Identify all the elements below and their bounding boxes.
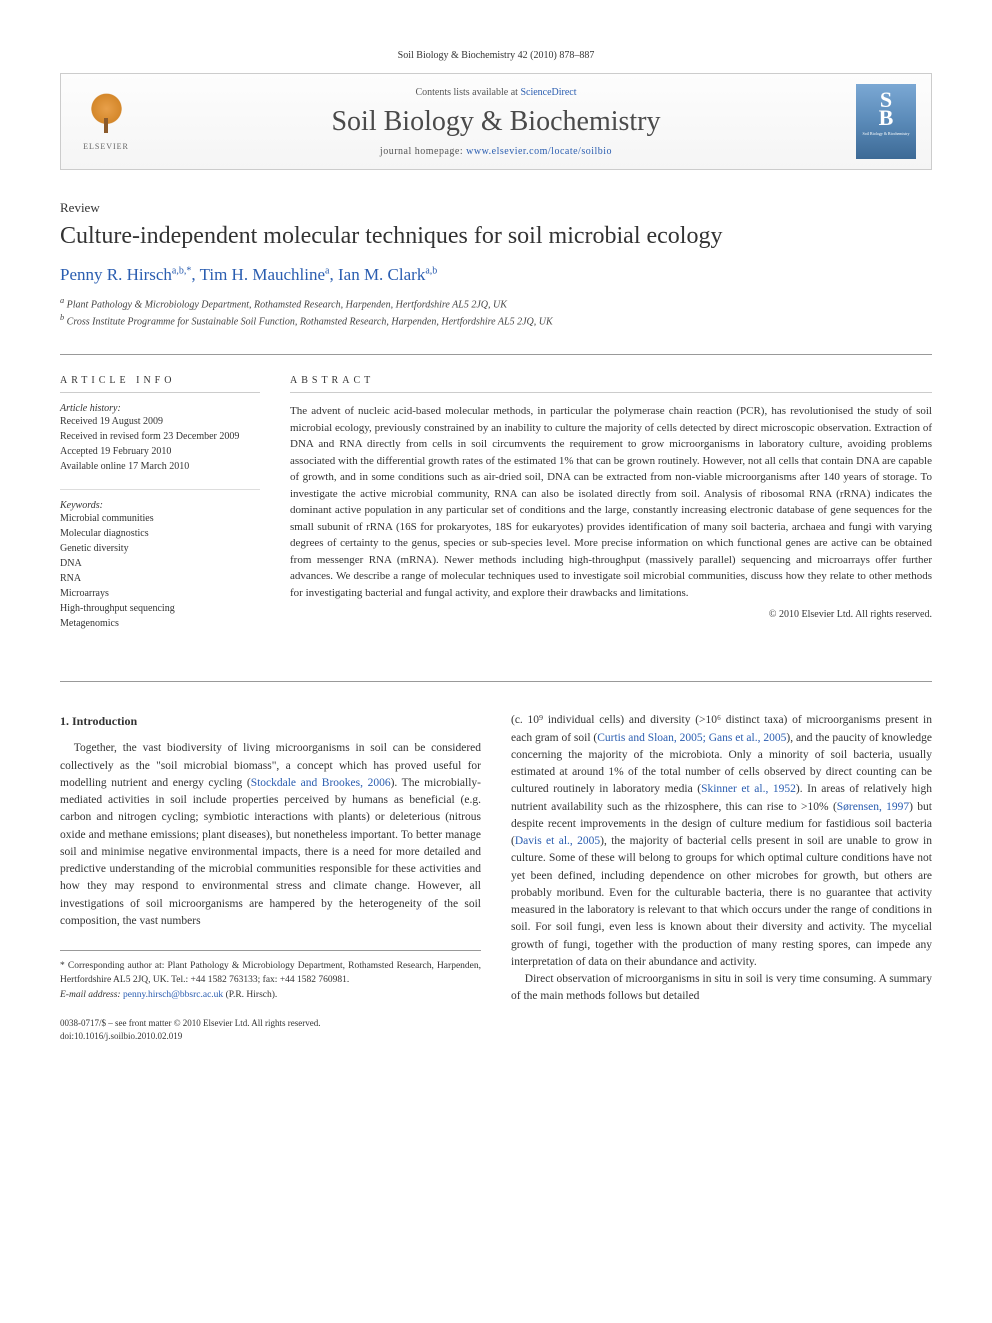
keyword: RNA bbox=[60, 571, 260, 586]
keyword: Genetic diversity bbox=[60, 541, 260, 556]
body-paragraph: (c. 10⁹ individual cells) and diversity … bbox=[511, 712, 932, 971]
article-type: Review bbox=[60, 200, 932, 216]
homepage-link[interactable]: www.elsevier.com/locate/soilbio bbox=[466, 146, 612, 157]
affiliation-b: b Cross Institute Programme for Sustaina… bbox=[60, 312, 932, 329]
body-col-left: 1. Introduction Together, the vast biodi… bbox=[60, 712, 481, 1042]
sciencedirect-link[interactable]: ScienceDirect bbox=[520, 87, 576, 98]
article-history: Article history: Received 19 August 2009… bbox=[60, 403, 260, 474]
keyword: Metagenomics bbox=[60, 616, 260, 631]
journal-homepage: journal homepage: www.elsevier.com/locat… bbox=[136, 146, 856, 157]
citation-link[interactable]: Sørensen, 1997 bbox=[837, 801, 909, 813]
body-paragraph: Together, the vast biodiversity of livin… bbox=[60, 740, 481, 930]
issn-copyright: 0038-0717/$ – see front matter © 2010 El… bbox=[60, 1017, 481, 1030]
email-line: E-mail address: penny.hirsch@bbsrc.ac.uk… bbox=[60, 988, 481, 1002]
running-header: Soil Biology & Biochemistry 42 (2010) 87… bbox=[60, 50, 932, 61]
abstract-copyright: © 2010 Elsevier Ltd. All rights reserved… bbox=[290, 609, 932, 620]
contents-available: Contents lists available at ScienceDirec… bbox=[136, 87, 856, 98]
keyword: Microarrays bbox=[60, 586, 260, 601]
article-info-heading: ARTICLE INFO bbox=[60, 375, 260, 393]
article-title: Culture-independent molecular techniques… bbox=[60, 222, 932, 251]
body-divider bbox=[60, 681, 932, 682]
journal-cover-thumbnail: S B Soil Biology & Biochemistry bbox=[856, 84, 916, 159]
masthead-center: Contents lists available at ScienceDirec… bbox=[136, 87, 856, 157]
publisher-name: ELSEVIER bbox=[83, 142, 129, 151]
keyword: DNA bbox=[60, 556, 260, 571]
journal-name: Soil Biology & Biochemistry bbox=[136, 106, 856, 138]
abstract-text: The advent of nucleic acid-based molecul… bbox=[290, 403, 932, 601]
citation-link[interactable]: Skinner et al., 1952 bbox=[701, 783, 796, 795]
info-abstract-row: ARTICLE INFO Article history: Received 1… bbox=[60, 375, 932, 646]
citation-link[interactable]: Stockdale and Brookes, 2006 bbox=[251, 777, 391, 789]
page: Soil Biology & Biochemistry 42 (2010) 87… bbox=[0, 0, 992, 1092]
affiliation-a: a Plant Pathology & Microbiology Departm… bbox=[60, 295, 932, 312]
body-paragraph: Direct observation of microorganisms in … bbox=[511, 971, 932, 1006]
masthead: ELSEVIER Contents lists available at Sci… bbox=[60, 73, 932, 170]
keyword: High-throughput sequencing bbox=[60, 601, 260, 616]
keywords: Keywords: Microbial communities Molecula… bbox=[60, 500, 260, 631]
divider bbox=[60, 354, 932, 355]
abstract: ABSTRACT The advent of nucleic acid-base… bbox=[290, 375, 932, 646]
body-columns: 1. Introduction Together, the vast biodi… bbox=[60, 712, 932, 1042]
body-col-right: (c. 10⁹ individual cells) and diversity … bbox=[511, 712, 932, 1042]
affiliations: a Plant Pathology & Microbiology Departm… bbox=[60, 295, 932, 330]
author-1: Penny R. Hirsch bbox=[60, 265, 172, 284]
author-list: Penny R. Hirscha,b,*, Tim H. Mauchlinea,… bbox=[60, 265, 932, 285]
author-2: , Tim H. Mauchline bbox=[191, 265, 325, 284]
corresponding-author: * Corresponding author at: Plant Patholo… bbox=[60, 959, 481, 988]
author-3: , Ian M. Clark bbox=[329, 265, 425, 284]
citation-link[interactable]: Curtis and Sloan, 2005; Gans et al., 200… bbox=[597, 732, 786, 744]
citation-link[interactable]: Davis et al., 2005 bbox=[515, 835, 600, 847]
keyword: Microbial communities bbox=[60, 511, 260, 526]
abstract-heading: ABSTRACT bbox=[290, 375, 932, 393]
elsevier-tree-icon bbox=[84, 93, 129, 138]
email-link[interactable]: penny.hirsch@bbsrc.ac.uk bbox=[123, 990, 223, 1000]
article-info: ARTICLE INFO Article history: Received 1… bbox=[60, 375, 260, 646]
publisher-logo: ELSEVIER bbox=[76, 87, 136, 157]
section-heading: 1. Introduction bbox=[60, 712, 481, 730]
keyword: Molecular diagnostics bbox=[60, 526, 260, 541]
footnotes: * Corresponding author at: Plant Patholo… bbox=[60, 950, 481, 1042]
doi: doi:10.1016/j.soilbio.2010.02.019 bbox=[60, 1030, 481, 1043]
